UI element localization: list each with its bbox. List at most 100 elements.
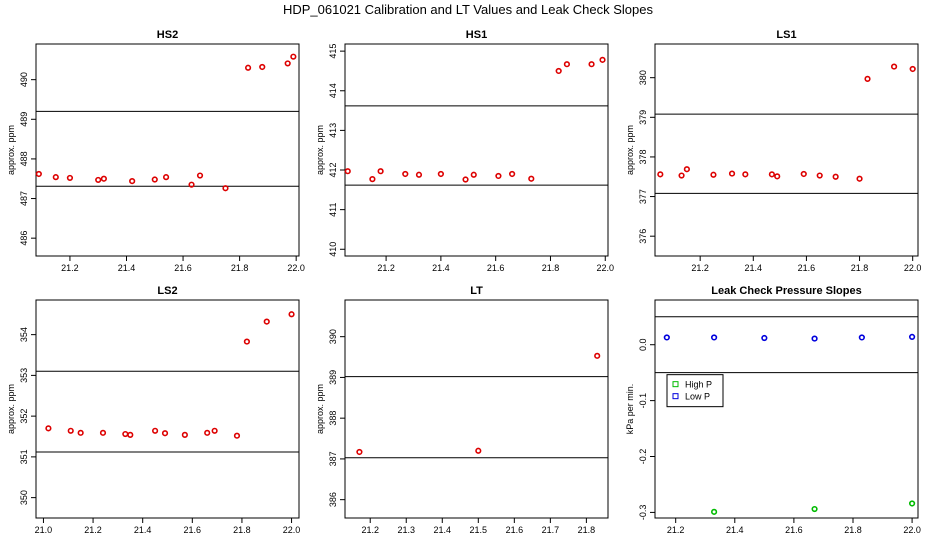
y-tick-label: 376 [638,229,648,244]
x-tick-label: 21.6 [798,263,816,273]
data-point [683,166,690,173]
x-tick-label: 21.6 [487,263,505,273]
plot-frame [654,43,919,257]
x-tick-label: 22.0 [903,525,921,535]
data-point [856,175,863,182]
data-point [181,431,188,438]
x-tick-label: 21.2 [361,525,379,535]
data-point [344,168,351,175]
data-point [188,181,195,188]
data-point [832,173,839,180]
y-tick-label: 387 [328,451,338,466]
plot-frame [344,43,609,257]
data-point [151,427,159,434]
data-point [657,171,664,178]
data-point [563,61,571,68]
data-point [196,172,204,179]
y-tick-label: 378 [638,149,648,164]
data-point [509,170,516,178]
legend-swatch [672,393,679,400]
y-tick-label: 411 [328,202,338,216]
y-axis-label: kPa per min. [625,384,635,435]
chart-panel-3: LS1 21.2 21.4 21.6 21.8 22.0 376 377 378 379 380 ap… [625,29,921,273]
x-tick-label: 21.4 [745,263,763,273]
x-tick-label: 21.6 [174,263,192,273]
data-point [816,172,823,179]
data-point [99,429,107,436]
x-tick-label: 21.2 [377,263,395,273]
chart-panel-4: LS2 21.0 21.2 21.4 21.6 21.8 22.0 350 351 352 353 3… [6,285,300,535]
y-tick-label: -0.1 [638,393,648,409]
y-tick-label: 353 [19,368,29,383]
x-tick-label: 21.4 [726,525,744,535]
y-tick-label: 352 [19,409,29,424]
data-point [811,505,818,513]
data-point [52,174,59,181]
data-point [100,175,107,182]
y-tick-label: -0.2 [638,449,648,465]
data-point [127,431,134,438]
data-point [908,500,916,507]
data-point [761,334,768,342]
x-tick-label: 21.5 [470,525,488,535]
chart-panel-1: HS2 21.2 21.4 21.6 21.8 22.0 486 487 488 489 490 ap… [6,29,305,273]
x-tick-label: 22.0 [596,263,614,273]
x-tick-label: 22.0 [904,263,922,273]
data-point [728,170,736,177]
y-tick-label: 389 [328,370,338,385]
x-tick-label: 21.0 [35,525,53,535]
data-point [555,67,562,75]
x-tick-label: 21.2 [667,525,685,535]
data-point [800,170,807,178]
data-point [288,311,295,318]
panel-title: LS1 [776,29,796,41]
data-point [35,170,42,178]
data-point [95,176,102,184]
panel-title: Leak Check Pressure Slopes [711,285,861,297]
data-point [594,352,601,359]
data-point [259,63,266,71]
chart-panel-2: HS1 21.2 21.4 21.6 21.8 22.0 410 411 412 413 414 41… [315,29,614,273]
figure-title: HDP_061021 Calibration and LT Values and… [283,2,654,17]
plot-frame [35,299,300,519]
data-point [243,338,250,345]
data-point [710,171,717,178]
y-tick-label: 379 [638,110,648,125]
y-tick-label: 490 [19,72,29,87]
y-tick-label: 377 [638,189,648,204]
y-tick-label: 410 [328,242,338,257]
panel-title: HS2 [157,29,178,41]
y-axis-label: approx. ppm [625,125,635,175]
y-tick-label: 488 [19,151,29,166]
x-tick-label: 21.6 [184,525,202,535]
plot-frame [35,43,300,257]
data-point [129,178,136,185]
data-point [711,508,718,515]
data-point [774,173,781,180]
data-point [377,168,384,175]
x-tick-label: 21.2 [61,263,79,273]
data-point [768,171,775,178]
data-point [233,432,241,439]
legend-swatch [672,381,679,388]
data-point [162,174,170,181]
data-point [470,171,477,178]
data-point [204,429,211,436]
data-point [415,171,423,178]
y-axis-label: approx. ppm [315,125,325,175]
x-tick-label: 21.8 [233,525,251,535]
data-point [864,75,871,82]
y-tick-label: 351 [19,449,29,464]
y-tick-label: 388 [328,411,338,426]
data-point [45,425,52,432]
x-tick-label: 21.8 [844,525,862,535]
data-point [437,170,444,178]
data-point [263,318,270,325]
data-point [369,176,376,183]
data-point [599,56,606,63]
data-point [462,176,469,183]
data-point [908,333,916,340]
data-point [151,176,158,183]
x-tick-label: 21.3 [397,525,415,535]
data-point [588,61,595,68]
